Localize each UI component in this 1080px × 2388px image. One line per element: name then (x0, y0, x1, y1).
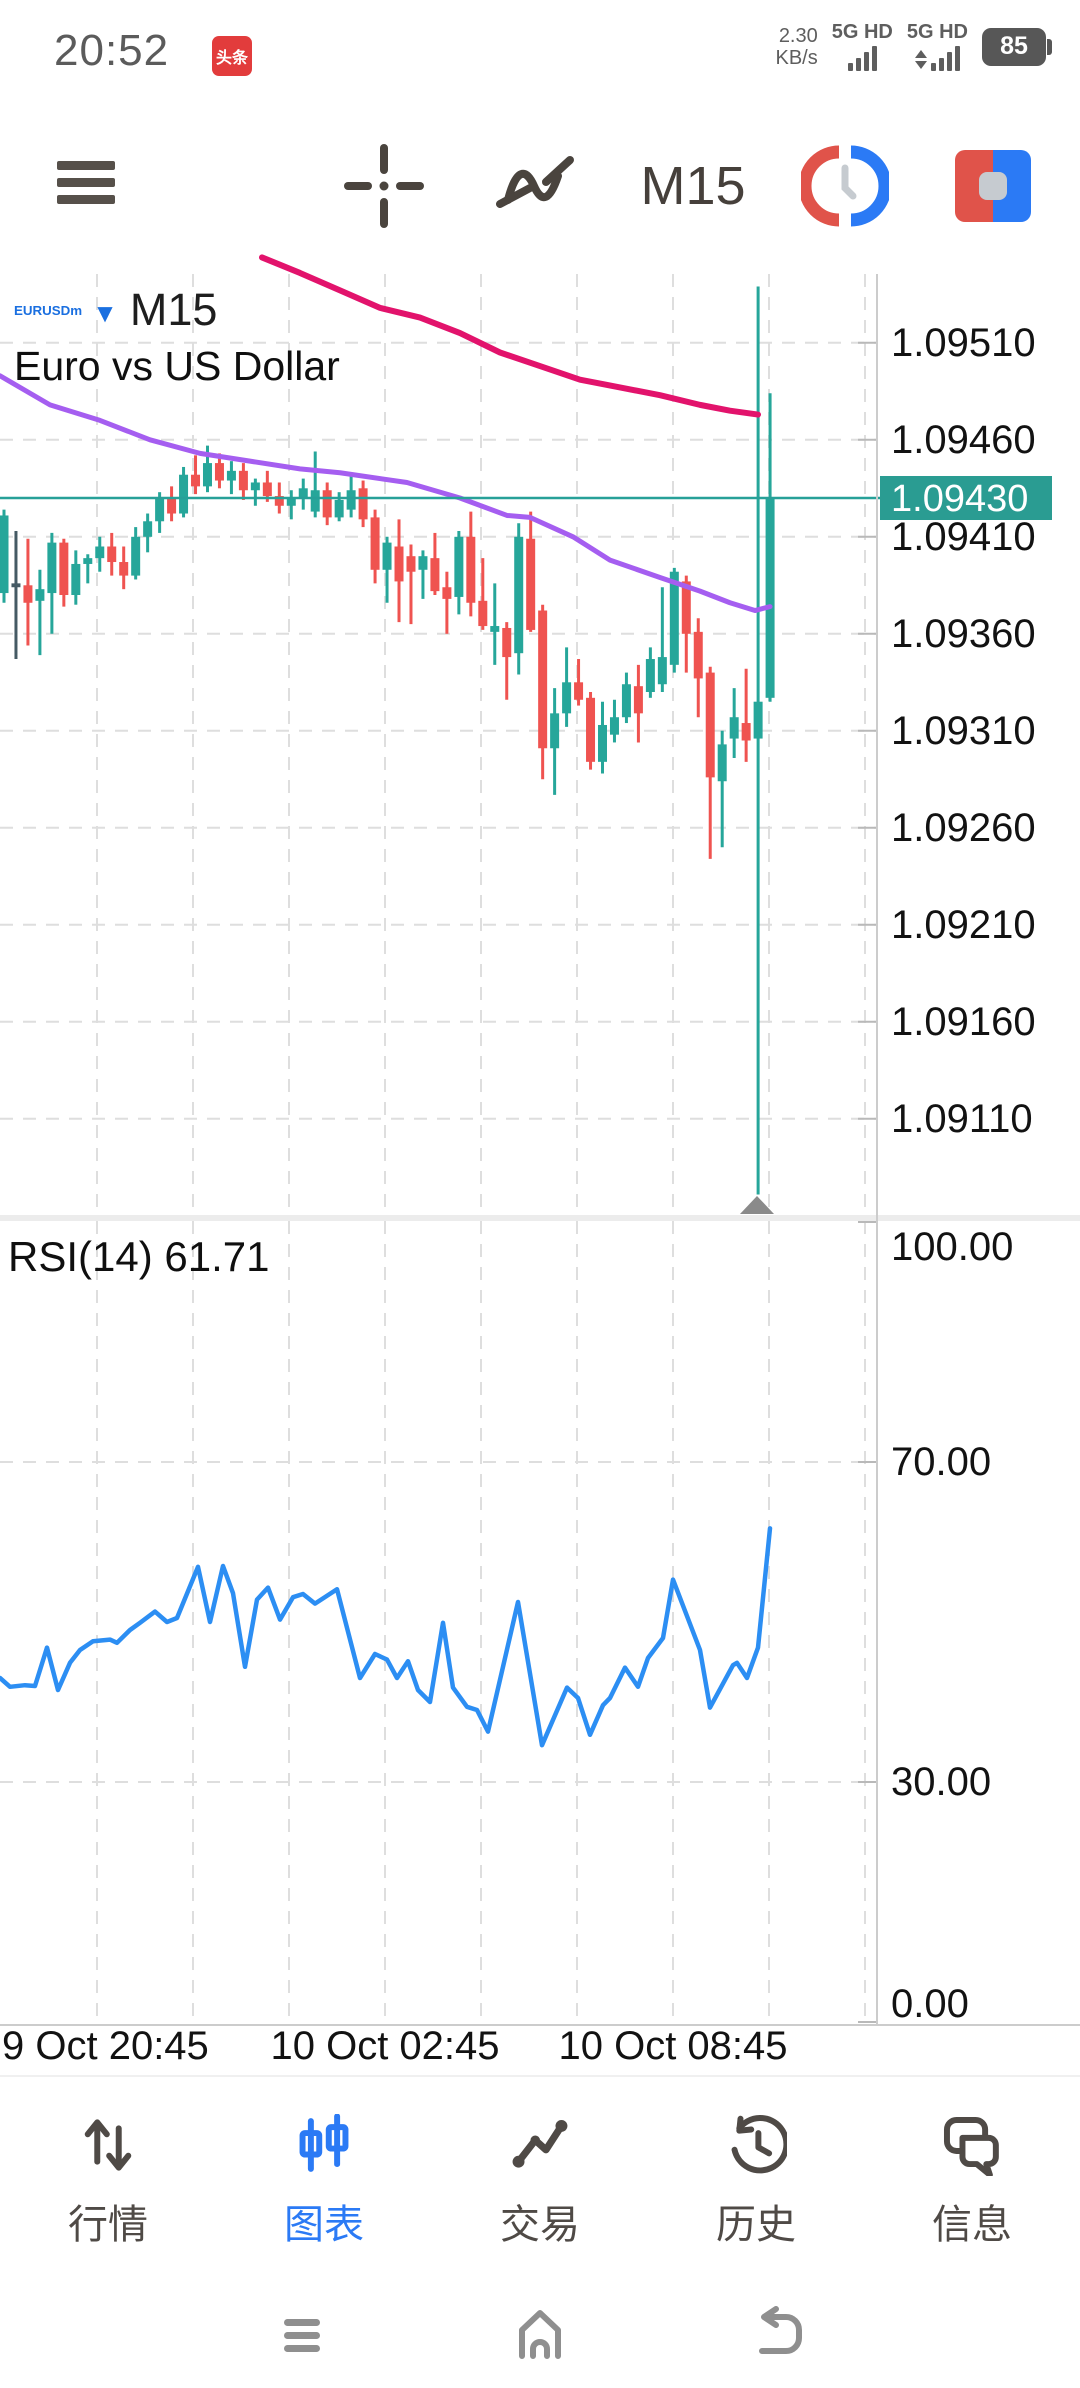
crosshair-icon (344, 144, 424, 228)
battery-icon: 85 (982, 27, 1052, 66)
tab-messages[interactable]: 信息 (864, 2094, 1080, 2282)
trading-sessions-button[interactable] (798, 142, 892, 232)
app-badge-label: 头条 (215, 50, 248, 67)
tab-label: 信息 (932, 2203, 1012, 2247)
status-indicators: 2.30 KB/s 5G HD 5G HD 85 (776, 22, 1052, 71)
symbol-name: EURUSDm (14, 302, 83, 318)
indicators-button[interactable] (486, 138, 582, 234)
status-bar: 20:52 头条 2.30 KB/s 5G HD 5G HD 85 (0, 0, 1080, 92)
recents-menu-button[interactable] (274, 2306, 330, 2365)
hamburger-icon (57, 160, 115, 204)
data-activity-icon (914, 50, 927, 69)
android-navigation-bar (0, 2282, 1080, 2388)
rsi-indicator-label: RSI(14) 61.71 (8, 1233, 270, 1280)
tab-label: 图表 (284, 2203, 364, 2247)
sim1-network-type: 5G HD (831, 21, 893, 43)
time-axis-label: 10 Oct 02:45 (270, 2024, 499, 2068)
network-speed-unit: KB/s (775, 46, 818, 69)
back-button[interactable] (750, 2305, 806, 2365)
tab-history[interactable]: 历史 (648, 2094, 864, 2282)
notification-app-badge: 头条 (212, 36, 252, 76)
back-icon (759, 2305, 802, 2354)
network-speed-value: 2.30 (778, 24, 818, 47)
chart-surface[interactable] (0, 255, 1080, 2025)
timeframe-button[interactable]: M15 (628, 148, 758, 224)
chart-timeframe: M15 (129, 284, 218, 335)
indicator-wave-icon (496, 156, 574, 208)
signal-bars-icon (847, 45, 877, 71)
tab-label: 交易 (500, 2203, 580, 2247)
clock: 20:52 (54, 26, 170, 75)
trade-line-icon (512, 2119, 568, 2168)
menu-button[interactable] (50, 156, 122, 212)
symbol-caret-icon: ▼ (92, 297, 118, 328)
time-axis-label: 9 Oct 20:45 (2, 2024, 209, 2068)
tab-charts[interactable]: 图表 (216, 2094, 432, 2282)
session-clock-icon (798, 145, 892, 227)
chart-header: EURUSDm ▼ M15 Euro vs US Dollar (14, 284, 340, 390)
network-speed: 2.30 KB/s (776, 25, 818, 69)
one-click-trading-button[interactable] (952, 146, 1034, 228)
crosshair-tool-button[interactable] (336, 138, 432, 234)
battery-percent: 85 (1000, 32, 1028, 60)
time-axis-label: 10 Oct 08:45 (558, 2024, 787, 2068)
tab-label: 历史 (716, 2203, 796, 2247)
timeframe-label: M15 (640, 156, 746, 216)
tab-quotes[interactable]: 行情 (0, 2094, 216, 2282)
recents-menu-icon (284, 2318, 320, 2352)
sim2-signal: 5G HD (907, 22, 968, 71)
quotes-arrows-icon (84, 2119, 132, 2171)
history-clock-icon (731, 2115, 787, 2174)
candlestick-chart-icon (299, 2114, 349, 2172)
sim1-signal: 5G HD (832, 22, 893, 71)
home-icon (519, 2309, 561, 2359)
home-button[interactable] (512, 2306, 568, 2365)
tab-trade[interactable]: 交易 (432, 2094, 648, 2282)
tab-label: 行情 (68, 2203, 148, 2247)
symbol-selector[interactable]: EURUSDm ▼ (14, 295, 118, 328)
signal-bars-icon (930, 45, 960, 71)
chart-toolbar: M15 (0, 130, 1080, 250)
symbol-description: Euro vs US Dollar (14, 343, 340, 389)
bottom-navigation: 行情 图表 交易 历史 信息 (0, 2094, 1080, 2282)
one-click-trading-icon (955, 150, 1031, 222)
sim2-network-type: 5G HD (906, 21, 968, 43)
messages-icon (943, 2116, 999, 2176)
